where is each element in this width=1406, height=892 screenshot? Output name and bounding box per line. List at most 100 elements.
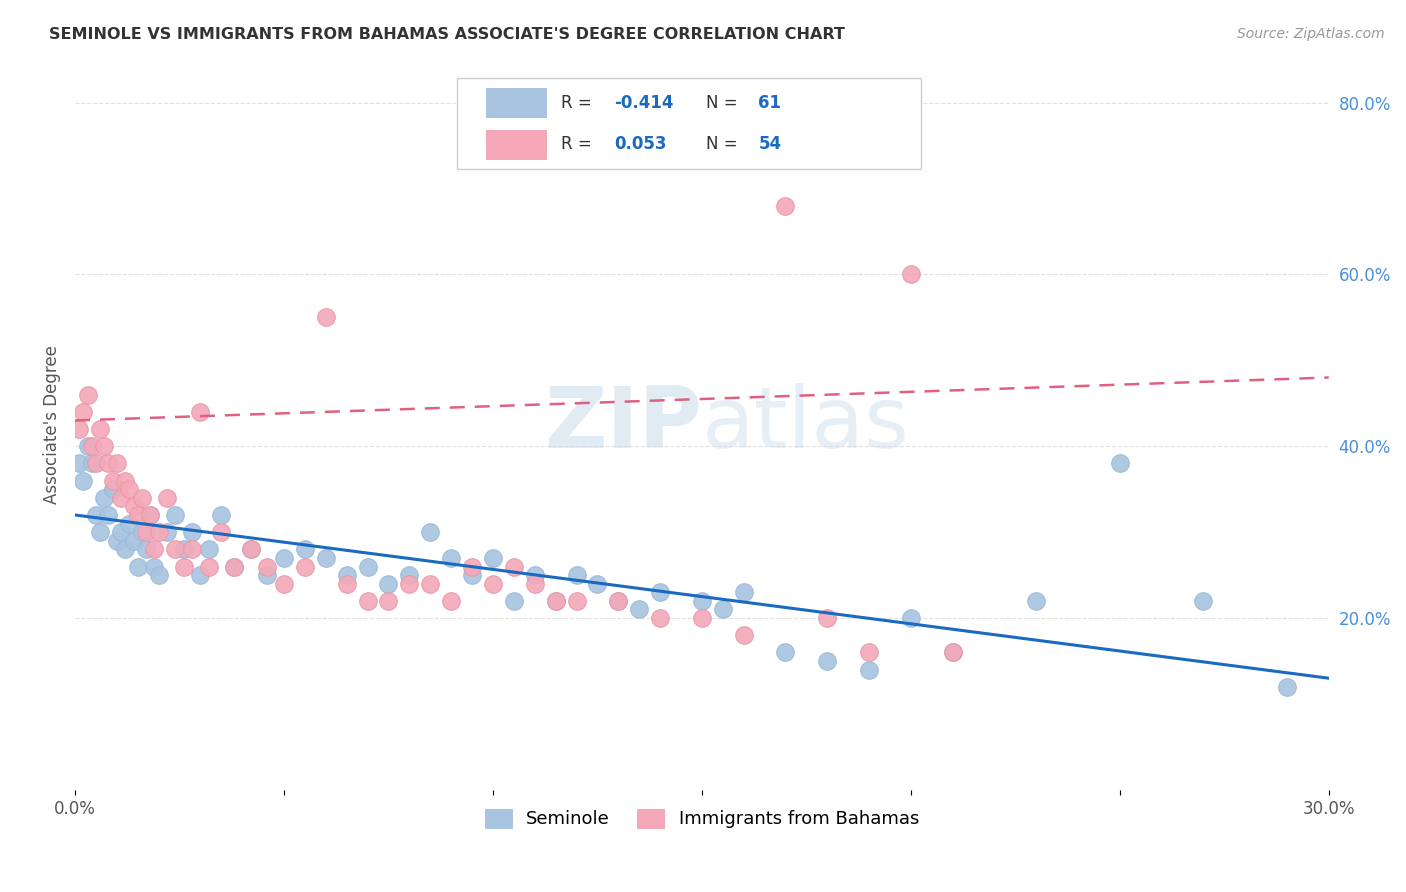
Point: [89, 422, 111, 436]
Point: [544, 594, 567, 608]
Point: [419, 576, 441, 591]
Point: [101, 474, 124, 488]
Point: [239, 542, 262, 557]
Point: [84, 457, 107, 471]
Point: [143, 559, 166, 574]
FancyBboxPatch shape: [486, 88, 547, 117]
Point: [315, 310, 337, 325]
Point: [440, 594, 463, 608]
Text: -0.414: -0.414: [614, 94, 673, 112]
Point: [209, 508, 232, 522]
Point: [482, 550, 505, 565]
Point: [858, 663, 880, 677]
Point: [209, 525, 232, 540]
Point: [239, 542, 262, 557]
Point: [628, 602, 651, 616]
Point: [93, 491, 115, 505]
Point: [93, 439, 115, 453]
Point: [72, 405, 94, 419]
Point: [336, 576, 359, 591]
Point: [502, 559, 524, 574]
Point: [181, 542, 204, 557]
Point: [101, 482, 124, 496]
Point: [173, 559, 195, 574]
Point: [89, 525, 111, 540]
Point: [67, 422, 90, 436]
Point: [900, 611, 922, 625]
Point: [1275, 680, 1298, 694]
Point: [942, 645, 965, 659]
Point: [105, 457, 128, 471]
Point: [165, 542, 187, 557]
Point: [1108, 457, 1130, 471]
Point: [143, 542, 166, 557]
Point: [858, 645, 880, 659]
Point: [1025, 594, 1047, 608]
Point: [377, 594, 399, 608]
Point: [139, 508, 162, 522]
Point: [190, 405, 212, 419]
Point: [607, 594, 630, 608]
Point: [156, 525, 179, 540]
Point: [165, 508, 187, 522]
Point: [135, 542, 157, 557]
Point: [148, 525, 170, 540]
Point: [775, 199, 797, 213]
Point: [273, 576, 295, 591]
Point: [114, 474, 136, 488]
Point: [256, 559, 278, 574]
Text: atlas: atlas: [702, 384, 910, 467]
Text: N =: N =: [706, 94, 742, 112]
Point: [181, 525, 204, 540]
Point: [114, 542, 136, 557]
Point: [97, 457, 120, 471]
Text: N =: N =: [706, 136, 742, 153]
Point: [815, 654, 838, 668]
Point: [733, 585, 755, 599]
Point: [775, 645, 797, 659]
Point: [173, 542, 195, 557]
Point: [586, 576, 609, 591]
Point: [76, 439, 98, 453]
Text: R =: R =: [561, 94, 598, 112]
Point: [222, 559, 245, 574]
Text: 61: 61: [758, 94, 782, 112]
Point: [127, 559, 149, 574]
Point: [105, 533, 128, 548]
Point: [440, 550, 463, 565]
Point: [131, 491, 153, 505]
FancyBboxPatch shape: [457, 78, 921, 169]
Point: [190, 568, 212, 582]
Point: [398, 576, 420, 591]
Point: [419, 525, 441, 540]
Point: [356, 594, 378, 608]
Point: [336, 568, 359, 582]
Point: [315, 550, 337, 565]
Point: [815, 611, 838, 625]
Text: ZIP: ZIP: [544, 384, 702, 467]
Point: [122, 533, 145, 548]
Point: [733, 628, 755, 642]
Legend: Seminole, Immigrants from Bahamas: Seminole, Immigrants from Bahamas: [478, 802, 927, 836]
Point: [565, 568, 588, 582]
Point: [711, 602, 734, 616]
Point: [544, 594, 567, 608]
Point: [942, 645, 965, 659]
Text: 0.053: 0.053: [614, 136, 666, 153]
Point: [523, 576, 546, 591]
Point: [67, 457, 90, 471]
Point: [482, 576, 505, 591]
Point: [72, 474, 94, 488]
Point: [118, 516, 141, 531]
Point: [356, 559, 378, 574]
Point: [139, 508, 162, 522]
Point: [122, 500, 145, 514]
Point: [97, 508, 120, 522]
Point: [294, 559, 316, 574]
Point: [131, 525, 153, 540]
Point: [900, 268, 922, 282]
Point: [502, 594, 524, 608]
Point: [607, 594, 630, 608]
Point: [135, 525, 157, 540]
Text: 54: 54: [758, 136, 782, 153]
